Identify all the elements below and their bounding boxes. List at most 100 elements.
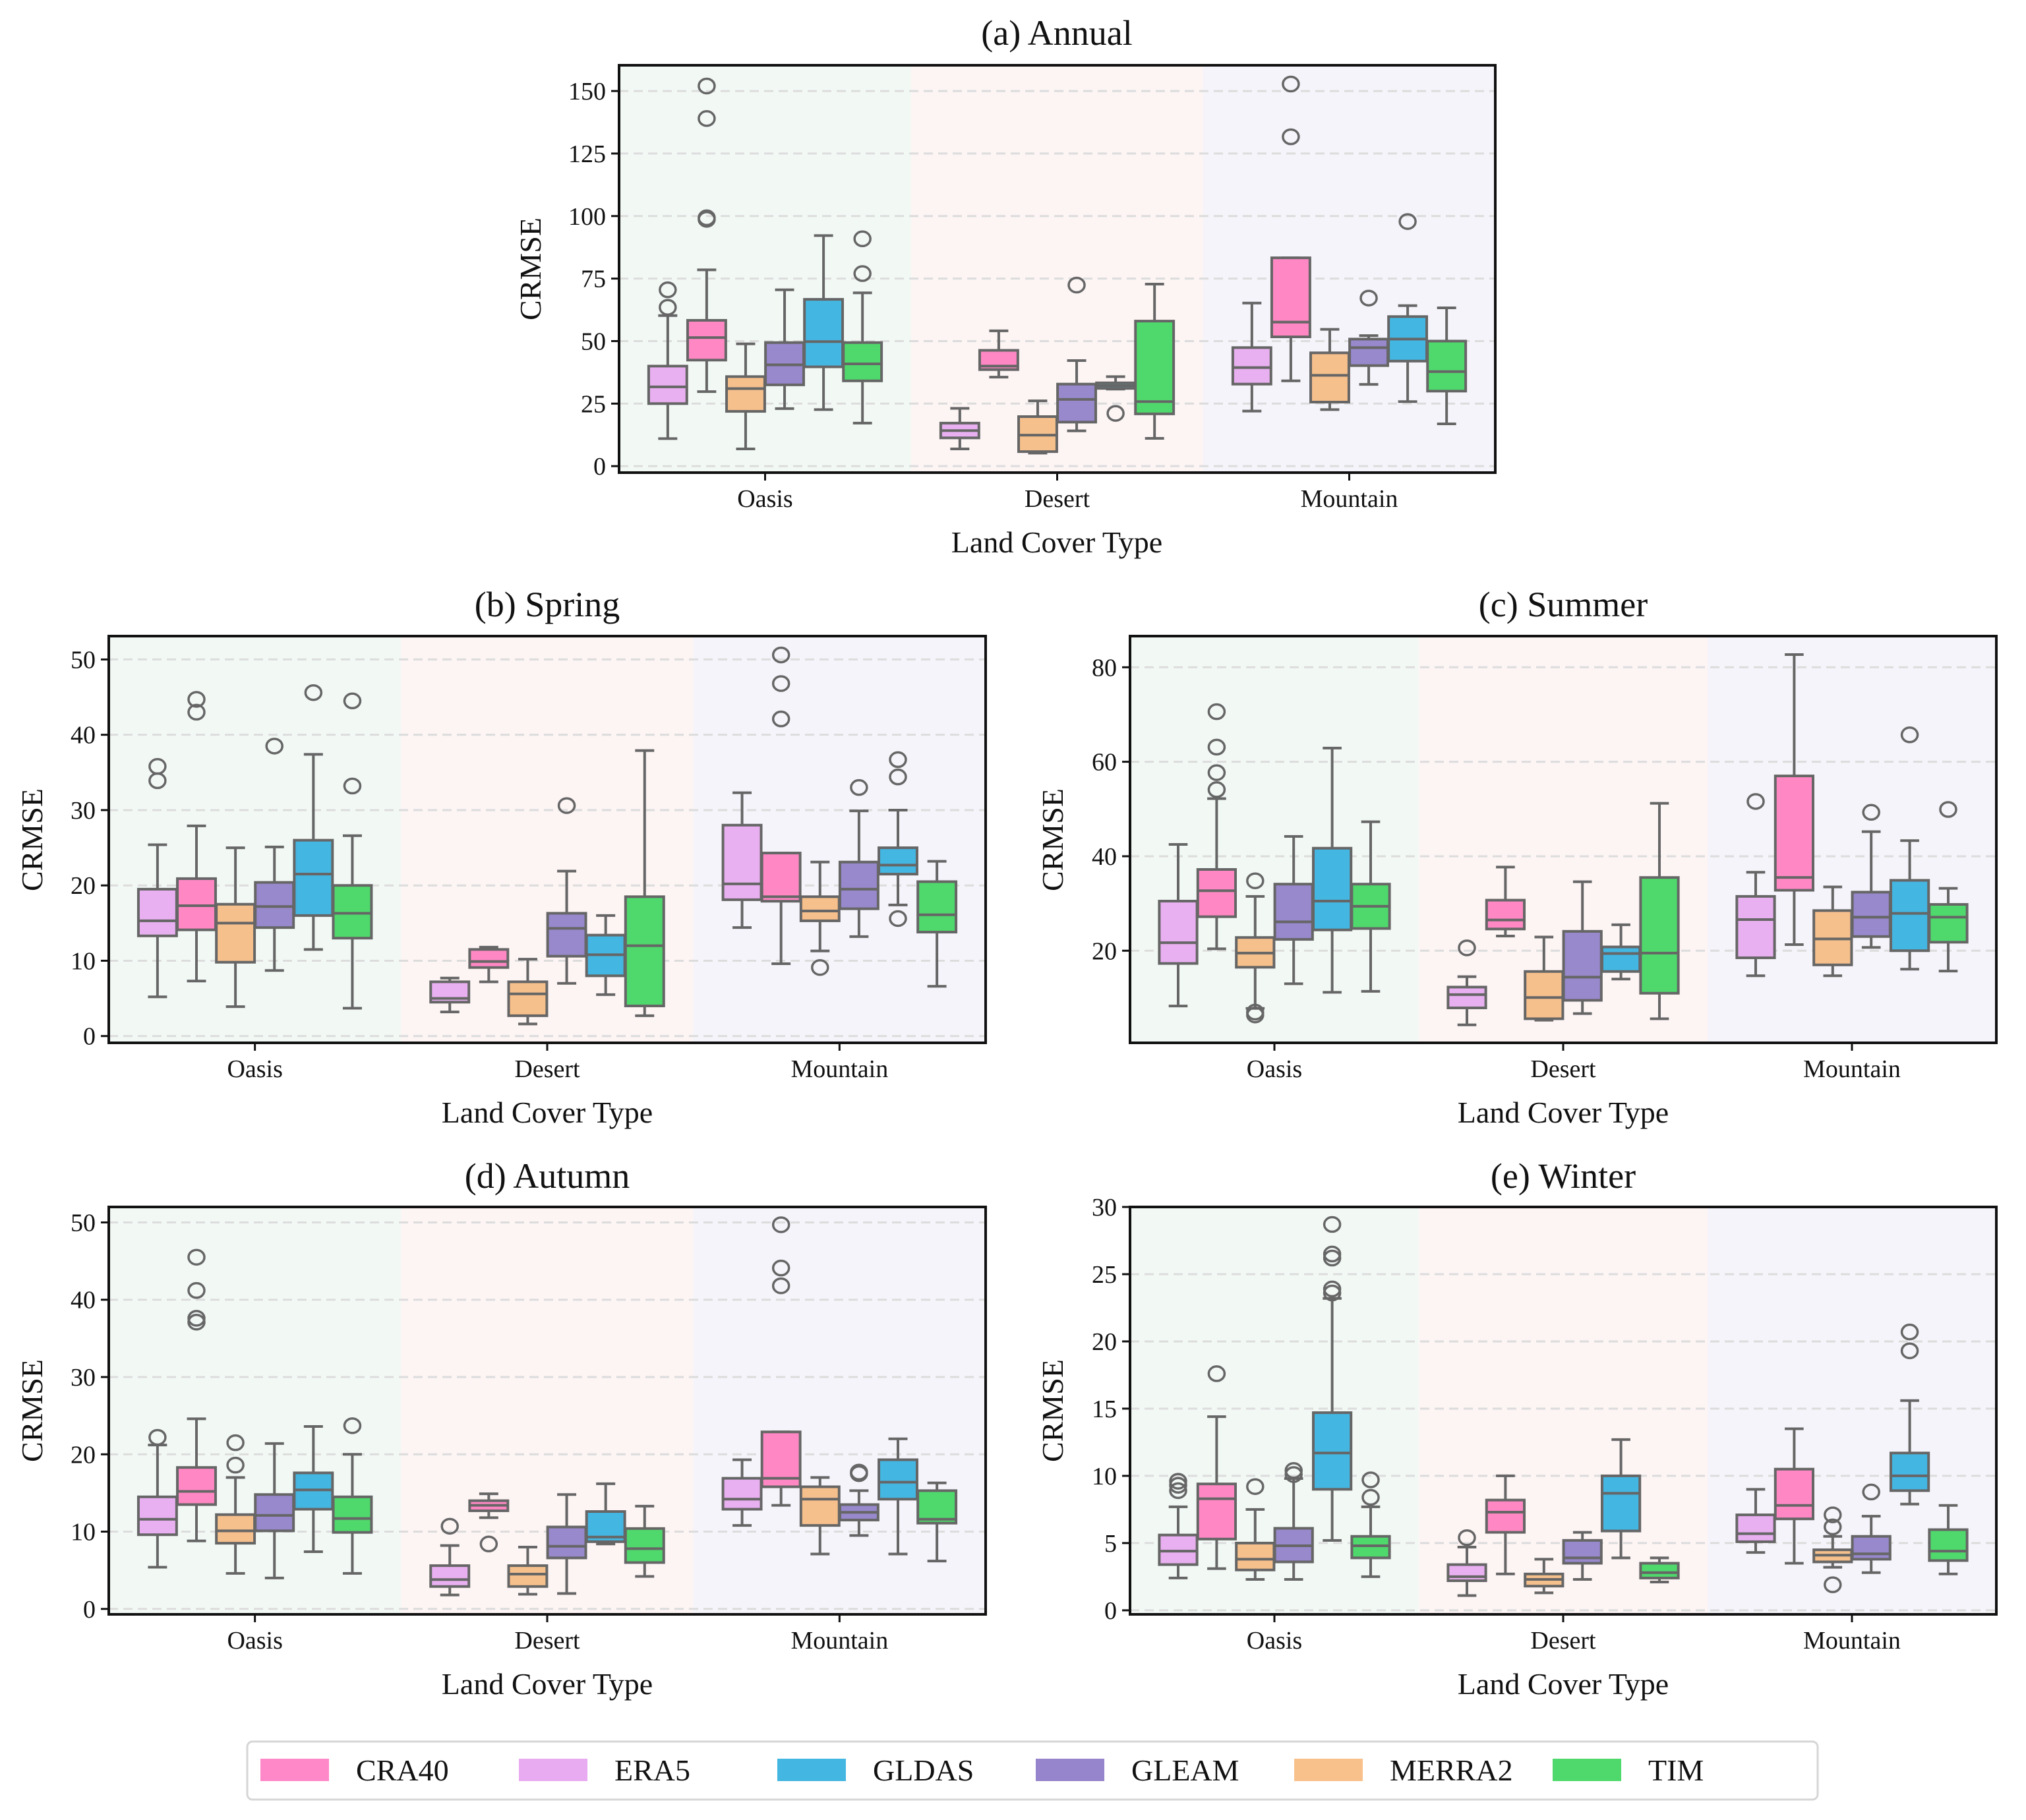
outlier-point bbox=[1359, 289, 1378, 307]
box-iqr bbox=[176, 877, 217, 931]
outlier-point bbox=[853, 265, 872, 282]
box-merra2 bbox=[1235, 1478, 1276, 1581]
y-tick-label: 0 bbox=[1104, 1597, 1117, 1625]
y-axis-label: CRMSE bbox=[514, 218, 547, 320]
outlier-point bbox=[1900, 1342, 1919, 1359]
box-cra40 bbox=[468, 1492, 510, 1553]
box-iqr bbox=[507, 980, 549, 1017]
x-axis-label: Land Cover Type bbox=[442, 1667, 653, 1701]
outlier-point bbox=[1361, 1488, 1380, 1506]
box-iqr bbox=[721, 823, 763, 901]
outlier-point bbox=[659, 299, 677, 316]
box-iqr bbox=[760, 852, 802, 903]
y-tick-label: 50 bbox=[581, 328, 606, 355]
outlier-point bbox=[1323, 1245, 1342, 1263]
box-era5 bbox=[1231, 301, 1272, 413]
y-tick-label: 20 bbox=[1092, 1328, 1117, 1356]
x-tick-label: Desert bbox=[514, 1055, 580, 1083]
box-merra2 bbox=[1235, 872, 1276, 1024]
outlier-point bbox=[1246, 1478, 1265, 1495]
outlier-point bbox=[1323, 1216, 1342, 1233]
box-iqr bbox=[1928, 903, 1969, 944]
x-tick-label: Mountain bbox=[1803, 1627, 1901, 1655]
outlier-point bbox=[1207, 1365, 1226, 1382]
x-tick-label: Desert bbox=[514, 1627, 580, 1655]
legend-swatch bbox=[260, 1759, 329, 1781]
box-iqr bbox=[1562, 929, 1603, 1002]
box-gldas bbox=[1311, 746, 1353, 994]
box-iqr bbox=[1158, 900, 1199, 965]
box-gldas bbox=[1600, 923, 1642, 981]
y-tick-label: 25 bbox=[581, 390, 606, 418]
axes-frame bbox=[107, 1206, 987, 1616]
box-iqr bbox=[1600, 1474, 1642, 1533]
box-iqr bbox=[916, 1489, 958, 1525]
box-merra2 bbox=[507, 958, 549, 1026]
box-cra40 bbox=[1485, 866, 1526, 938]
box-group-desert bbox=[1446, 802, 1680, 1026]
outlier-point bbox=[850, 778, 868, 796]
outlier-point bbox=[1862, 804, 1880, 821]
y-tick-label: 20 bbox=[71, 1441, 96, 1469]
outlier-point bbox=[1458, 939, 1476, 956]
box-group-mountain bbox=[1231, 75, 1468, 426]
box-iqr bbox=[1773, 775, 1815, 892]
box-group-oasis bbox=[136, 1248, 373, 1579]
outlier-point bbox=[853, 230, 872, 248]
box-gleam bbox=[546, 797, 587, 985]
box-iqr bbox=[332, 1495, 373, 1534]
box-iqr bbox=[1348, 338, 1389, 367]
box-iqr bbox=[1851, 891, 1892, 938]
box-gldas bbox=[293, 684, 334, 951]
box-iqr bbox=[1158, 1533, 1199, 1566]
box-iqr bbox=[1273, 883, 1314, 941]
outlier-point bbox=[1398, 213, 1417, 230]
box-iqr bbox=[1235, 1541, 1276, 1571]
y-tick-label: 30 bbox=[1092, 1194, 1117, 1221]
box-iqr bbox=[1639, 1562, 1680, 1579]
box-iqr bbox=[624, 895, 665, 1008]
legend: CRA40 ERA5 GLDAS GLEAM MERRA2 TIM bbox=[246, 1740, 1819, 1801]
box-cra40 bbox=[176, 691, 217, 983]
y-tick-label: 60 bbox=[1092, 749, 1117, 777]
box-iqr bbox=[647, 365, 688, 405]
box-iqr bbox=[1056, 382, 1097, 424]
box-tim bbox=[842, 230, 883, 425]
box-iqr bbox=[624, 1527, 665, 1564]
box-group-oasis bbox=[136, 684, 373, 1010]
outlier-point bbox=[1106, 405, 1125, 422]
box-merra2 bbox=[1812, 885, 1853, 978]
axes-frame bbox=[107, 635, 987, 1044]
y-tick-label: 20 bbox=[1092, 937, 1117, 965]
panel-title: (b) Spring bbox=[475, 585, 620, 624]
box-era5 bbox=[1446, 939, 1487, 1026]
box-tim bbox=[1639, 802, 1680, 1020]
box-gldas bbox=[1889, 1323, 1930, 1506]
x-axis-label: Land Cover Type bbox=[951, 525, 1162, 559]
box-iqr bbox=[1562, 1539, 1603, 1565]
box-gldas bbox=[1387, 213, 1429, 403]
box-iqr bbox=[254, 881, 295, 929]
box-iqr bbox=[546, 912, 587, 958]
outlier-point bbox=[771, 646, 790, 664]
outlier-point bbox=[343, 1417, 362, 1434]
box-group-mountain bbox=[1735, 1323, 1969, 1593]
box-cra40 bbox=[1270, 75, 1311, 382]
box-gleam bbox=[1851, 1483, 1892, 1574]
legend-swatch bbox=[1553, 1759, 1621, 1781]
legend-label: MERRA2 bbox=[1390, 1753, 1513, 1787]
plot-area: 0 5 10 15 20 25 30 Oasis Desert Mountain bbox=[1092, 1194, 1998, 1655]
legend-label: GLEAM bbox=[1131, 1753, 1239, 1787]
y-tick-label: 0 bbox=[83, 1596, 96, 1624]
box-merra2 bbox=[1524, 1558, 1564, 1595]
x-tick-label: Oasis bbox=[1247, 1055, 1302, 1083]
outlier-point bbox=[148, 1428, 167, 1446]
box-tim bbox=[916, 1481, 958, 1563]
panel-title: (e) Winter bbox=[1491, 1156, 1636, 1196]
box-group-mountain bbox=[721, 646, 958, 988]
box-tim bbox=[1928, 801, 1969, 973]
box-iqr bbox=[878, 846, 918, 876]
outlier-point bbox=[1458, 1529, 1476, 1546]
box-tim bbox=[1639, 1556, 1680, 1584]
